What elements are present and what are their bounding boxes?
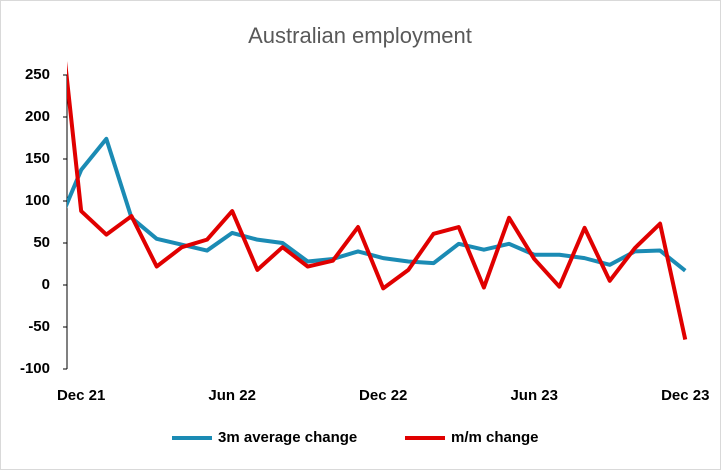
x-tick-label: Jun 23 bbox=[510, 387, 558, 404]
y-tick-label: 100 bbox=[25, 192, 50, 209]
y-tick-label: -100 bbox=[20, 360, 50, 377]
plot-area bbox=[67, 60, 688, 341]
x-tick-label: Dec 23 bbox=[661, 387, 709, 404]
line-series bbox=[67, 60, 688, 341]
y-tick-label: 200 bbox=[25, 108, 50, 125]
legend-label: m/m change bbox=[451, 429, 539, 446]
y-tick-label: 50 bbox=[33, 234, 50, 251]
x-tick-label: Dec 22 bbox=[359, 387, 407, 404]
y-tick-label: 250 bbox=[25, 66, 50, 83]
x-tick-label: Jun 22 bbox=[208, 387, 256, 404]
chart-title: Australian employment bbox=[248, 23, 472, 48]
legend-label: 3m average change bbox=[218, 429, 357, 446]
y-tick-label: 150 bbox=[25, 150, 50, 167]
x-tick-label: Dec 21 bbox=[57, 387, 105, 404]
y-tick-label: 0 bbox=[42, 276, 50, 293]
y-tick-label: -50 bbox=[28, 318, 50, 335]
